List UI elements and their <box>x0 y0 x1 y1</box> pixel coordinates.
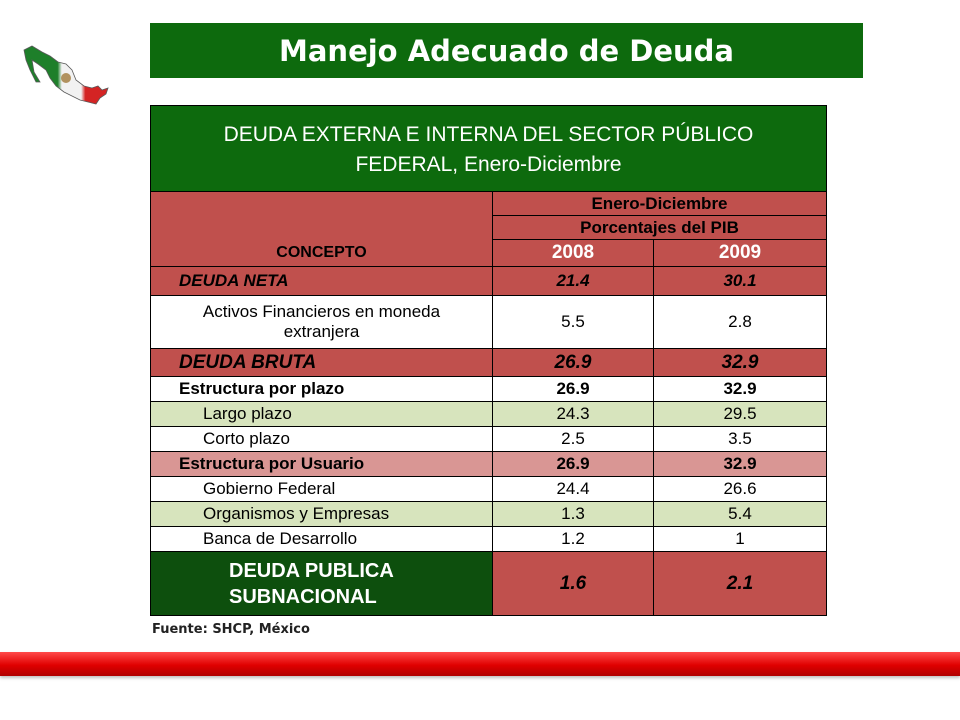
period-header: Enero-Diciembre <box>492 191 827 216</box>
row-label: DEUDA PUBLICA SUBNACIONAL <box>150 551 493 616</box>
row-value-2008: 1.3 <box>492 501 654 527</box>
row-value-2008: 24.3 <box>492 401 654 427</box>
row-value-2008: 26.9 <box>492 348 654 377</box>
row-value-2008: 1.2 <box>492 526 654 552</box>
row-label: Organismos y Empresas <box>150 501 493 527</box>
row-value-2009: 32.9 <box>653 348 827 377</box>
row-value-2009: 3.5 <box>653 426 827 452</box>
row-value-2009: 5.4 <box>653 501 827 527</box>
table-row: DEUDA BRUTA 26.9 32.9 <box>150 348 827 377</box>
row-value-2008: 2.5 <box>492 426 654 452</box>
table-row: Banca de Desarrollo 1.2 1 <box>150 526 827 552</box>
row-label: Gobierno Federal <box>150 476 493 502</box>
table-row: Activos Financieros en moneda extranjera… <box>150 295 827 349</box>
row-value-2009: 26.6 <box>653 476 827 502</box>
year-header-2008: 2008 <box>492 239 654 267</box>
table-title-line1: DEUDA EXTERNA E INTERNA DEL SECTOR PÚBLI… <box>223 122 754 146</box>
page-title: Manejo Adecuado de Deuda <box>279 33 734 68</box>
year-header-2009: 2009 <box>653 239 827 267</box>
table-title: DEUDA EXTERNA E INTERNA DEL SECTOR PÚBLI… <box>150 105 827 192</box>
table-row: DEUDA PUBLICA SUBNACIONAL 1.6 2.1 <box>150 551 827 616</box>
row-value-2009: 32.9 <box>653 376 827 402</box>
row-label: Banca de Desarrollo <box>150 526 493 552</box>
debt-table: DEUDA EXTERNA E INTERNA DEL SECTOR PÚBLI… <box>150 105 827 616</box>
row-value-2009: 32.9 <box>653 451 827 477</box>
units-header: Porcentajes del PIB <box>492 215 827 240</box>
row-value-2008: 5.5 <box>492 295 654 349</box>
row-value-2009: 2.8 <box>653 295 827 349</box>
row-label-line2: SUBNACIONAL <box>229 585 377 608</box>
row-value-2009: 29.5 <box>653 401 827 427</box>
row-label-line1: DEUDA PUBLICA <box>229 559 394 582</box>
table-row: Estructura por plazo 26.9 32.9 <box>150 376 827 402</box>
table-row: Estructura por Usuario 26.9 32.9 <box>150 451 827 477</box>
mexico-map-logo-icon <box>23 45 109 105</box>
row-label: Largo plazo <box>150 401 493 427</box>
row-label: DEUDA NETA <box>150 266 493 296</box>
row-value-2009: 1 <box>653 526 827 552</box>
table-row: Largo plazo 24.3 29.5 <box>150 401 827 427</box>
table-row: Gobierno Federal 24.4 26.6 <box>150 476 827 502</box>
table-row: DEUDA NETA 21.4 30.1 <box>150 266 827 296</box>
concept-header: CONCEPTO <box>150 191 493 267</box>
row-label: Estructura por plazo <box>150 376 493 402</box>
row-value-2008: 26.9 <box>492 376 654 402</box>
bottom-decorative-bar <box>0 652 960 676</box>
debt-table-container: DEUDA EXTERNA E INTERNA DEL SECTOR PÚBLI… <box>150 105 827 617</box>
row-value-2009: 2.1 <box>653 551 827 616</box>
source-note: Fuente: SHCP, México <box>152 622 310 637</box>
row-label: Estructura por Usuario <box>150 451 493 477</box>
row-value-2008: 21.4 <box>492 266 654 296</box>
table-row: Corto plazo 2.5 3.5 <box>150 426 827 452</box>
table-row: Organismos y Empresas 1.3 5.4 <box>150 501 827 527</box>
table-title-line2: FEDERAL, Enero-Diciembre <box>355 152 622 176</box>
row-label: DEUDA BRUTA <box>150 348 493 377</box>
row-value-2009: 30.1 <box>653 266 827 296</box>
row-label: Corto plazo <box>150 426 493 452</box>
row-value-2008: 1.6 <box>492 551 654 616</box>
row-label: Activos Financieros en moneda extranjera <box>150 295 493 349</box>
row-value-2008: 26.9 <box>492 451 654 477</box>
page-title-bar: Manejo Adecuado de Deuda <box>150 23 863 78</box>
row-value-2008: 24.4 <box>492 476 654 502</box>
